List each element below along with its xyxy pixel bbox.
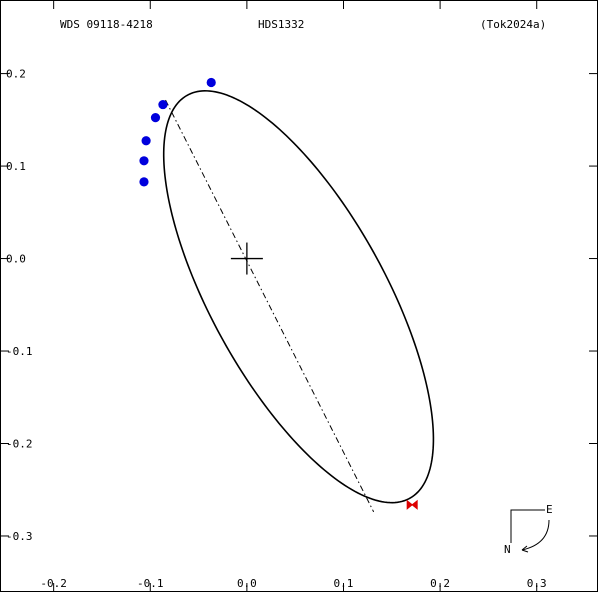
y-tick-label: 0.0 <box>6 253 26 266</box>
x-tick-label: -0.1 <box>137 577 164 590</box>
current-position-marker <box>406 499 418 510</box>
compass-axes <box>510 509 545 543</box>
header-wds-id: WDS 09118-4218 <box>60 18 153 31</box>
y-tick-label: -0.1 <box>6 345 33 358</box>
observation-point <box>206 77 216 88</box>
x-tick-label: 0.3 <box>527 577 547 590</box>
observation-point <box>158 99 168 110</box>
axis-ticks <box>1 1 597 591</box>
primary-star-marker <box>230 242 263 275</box>
x-tick-label: 0.0 <box>237 577 257 590</box>
compass-north-label: N <box>504 543 511 556</box>
observation-points <box>139 77 216 187</box>
observation-point <box>141 136 151 146</box>
y-tick-label: 0.2 <box>6 68 26 81</box>
current-position-point <box>406 499 418 510</box>
line-of-apsides <box>165 99 375 513</box>
y-tick-label: -0.2 <box>6 438 33 451</box>
y-tick-label: 0.1 <box>6 160 26 173</box>
compass-arrow-arc <box>521 519 550 551</box>
x-tick-label: 0.1 <box>334 577 354 590</box>
observation-point <box>139 177 149 187</box>
compass: E N <box>504 503 553 556</box>
observation-point <box>150 113 161 123</box>
observation-point <box>139 156 149 166</box>
header-reference: (Tok2024a) <box>480 18 546 31</box>
x-tick-label: 0.2 <box>430 577 450 590</box>
header-discoverer-code: HDS1332 <box>258 18 304 31</box>
axis-tick-labels: -0.2 -0.1 0.0 0.1 0.2 0.3 0.2 0.1 0.0 -0.1 -0.2 -0.… <box>6 68 547 590</box>
y-tick-label: -0.3 <box>6 530 33 543</box>
x-tick-label: -0.2 <box>40 577 67 590</box>
orbit-ellipse <box>162 90 435 504</box>
compass-arrow-head <box>521 545 529 553</box>
compass-east-label: E <box>546 503 553 516</box>
